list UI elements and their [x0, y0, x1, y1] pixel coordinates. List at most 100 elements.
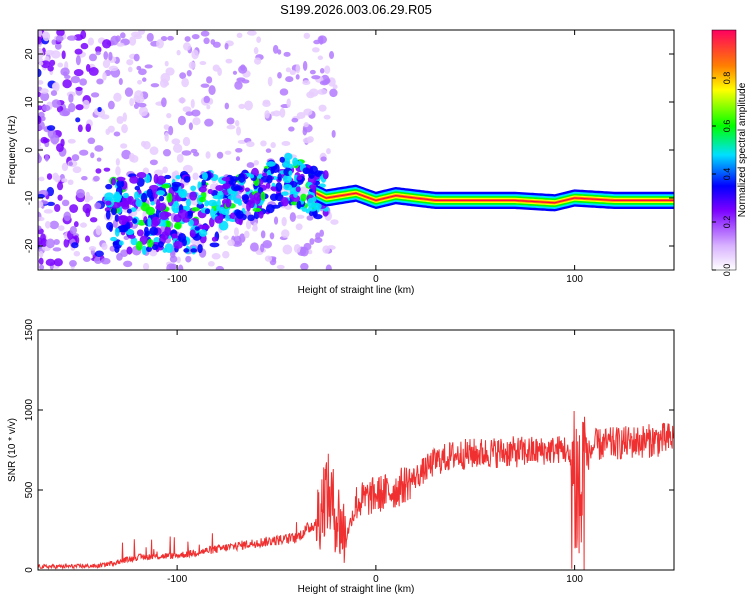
heatmap-cell: [123, 260, 133, 268]
heatmap-cell: [197, 224, 207, 230]
heatmap-cell: [176, 49, 181, 56]
heatmap-cell: [309, 238, 315, 245]
heatmap-cell: [40, 238, 48, 247]
heatmap-cell: [277, 173, 282, 181]
heatmap-cell: [122, 112, 128, 122]
heatmap-cell: [66, 35, 77, 41]
heatmap-cell: [56, 30, 65, 37]
heatmap-cell: [173, 240, 183, 249]
heatmap-cell: [61, 178, 68, 183]
heatmap-cell: [95, 225, 102, 236]
heatmap-cell: [329, 51, 335, 60]
heatmap-cell: [191, 49, 199, 60]
heatmap-cell: [260, 243, 265, 253]
heatmap-cell: [233, 227, 239, 237]
heatmap-cell: [309, 184, 318, 190]
heatmap-cell: [130, 207, 137, 212]
heatmap-cell: [87, 37, 95, 46]
heatmap-cell: [51, 39, 57, 45]
heatmap-cell: [83, 256, 91, 262]
heatmap-cell: [225, 198, 232, 208]
heatmap-cell: [330, 219, 339, 225]
heatmap-band: [316, 190, 674, 206]
heatmap-cell: [266, 174, 273, 184]
heatmap-cell: [90, 152, 95, 159]
heatmap-cell: [49, 220, 59, 230]
heatmap-cell: [71, 242, 79, 249]
heatmap-cell: [191, 109, 201, 117]
heatmap-cell: [160, 35, 168, 42]
heatmap-band: [316, 192, 674, 204]
heatmap-cells: [38, 30, 674, 270]
heatmap-cell: [176, 153, 184, 163]
heatmap-cell: [164, 132, 169, 142]
heatmap-cell: [161, 97, 167, 108]
heatmap-cell: [163, 124, 170, 130]
heatmap-cell: [135, 240, 143, 251]
heatmap-cell: [216, 190, 224, 200]
heatmap-cell: [61, 162, 69, 172]
heatmap-cell: [221, 176, 232, 182]
heatmap-cell: [283, 51, 291, 57]
heatmap-cell: [162, 149, 172, 157]
heatmap-cell: [79, 78, 88, 86]
heatmap-cell: [96, 78, 104, 85]
heatmap-cell: [105, 200, 112, 206]
x-tick-label: 100: [566, 574, 583, 585]
heatmap-cell: [52, 172, 59, 181]
heatmap-cell: [211, 253, 221, 260]
heatmap-cell: [226, 124, 236, 130]
heatmap-cell: [100, 114, 110, 120]
heatmap-cell: [280, 196, 289, 207]
heatmap-cell: [115, 158, 120, 166]
heatmap-cell: [189, 191, 198, 201]
heatmap-cell: [38, 115, 42, 125]
heatmap-cell: [329, 88, 338, 98]
heatmap-cell: [68, 161, 74, 167]
heatmap-cell: [79, 149, 89, 156]
heatmap-cell: [253, 57, 262, 65]
y-tick-label: -10: [24, 190, 35, 205]
heatmap-cell: [171, 183, 179, 192]
heatmap-cell: [209, 207, 215, 218]
heatmap-cell: [279, 88, 289, 96]
colorbar-tick-label: 0.2: [722, 216, 732, 229]
y-tick-label: 0: [24, 147, 35, 153]
heatmap-cell: [49, 59, 56, 67]
heatmap-cell: [146, 32, 154, 42]
heatmap-cell: [244, 187, 251, 192]
heatmap-cell: [222, 250, 230, 259]
heatmap-cell: [38, 61, 44, 66]
heatmap-cell: [311, 47, 320, 53]
snr-y-ticks: 0 500 1000 1500: [24, 318, 674, 573]
heatmap-cell: [204, 200, 210, 207]
heatmap-cell: [80, 42, 89, 50]
heatmap-cell: [85, 123, 92, 133]
heatmap-cell: [38, 176, 45, 182]
heatmap-cell: [140, 140, 147, 147]
heatmap-cell: [61, 199, 70, 207]
heatmap-cell: [236, 126, 241, 136]
heatmap-cell: [104, 192, 115, 200]
heatmap-cell: [137, 102, 147, 108]
heatmap-cell: [106, 221, 114, 231]
heatmap-cell: [295, 63, 301, 74]
heatmap-cell: [226, 117, 235, 125]
heatmap-cell: [206, 104, 211, 110]
heatmap-cell: [291, 117, 299, 123]
heatmap-cell: [162, 166, 169, 174]
heatmap-cell: [200, 30, 210, 37]
heatmap-cell: [295, 186, 301, 193]
heatmap-cell: [281, 191, 289, 196]
heatmap-cell: [295, 223, 303, 231]
y-tick-label: 20: [24, 48, 35, 60]
heatmap-cell: [156, 190, 166, 196]
heatmap-cell: [53, 238, 60, 246]
heatmap-cell: [257, 187, 264, 194]
heatmap-cell: [75, 55, 81, 66]
heatmap-cell: [87, 137, 96, 145]
heatmap-cell: [238, 103, 246, 110]
heatmap-cell: [209, 183, 218, 191]
heatmap-cell: [315, 232, 321, 240]
heatmap-cell: [50, 134, 60, 145]
